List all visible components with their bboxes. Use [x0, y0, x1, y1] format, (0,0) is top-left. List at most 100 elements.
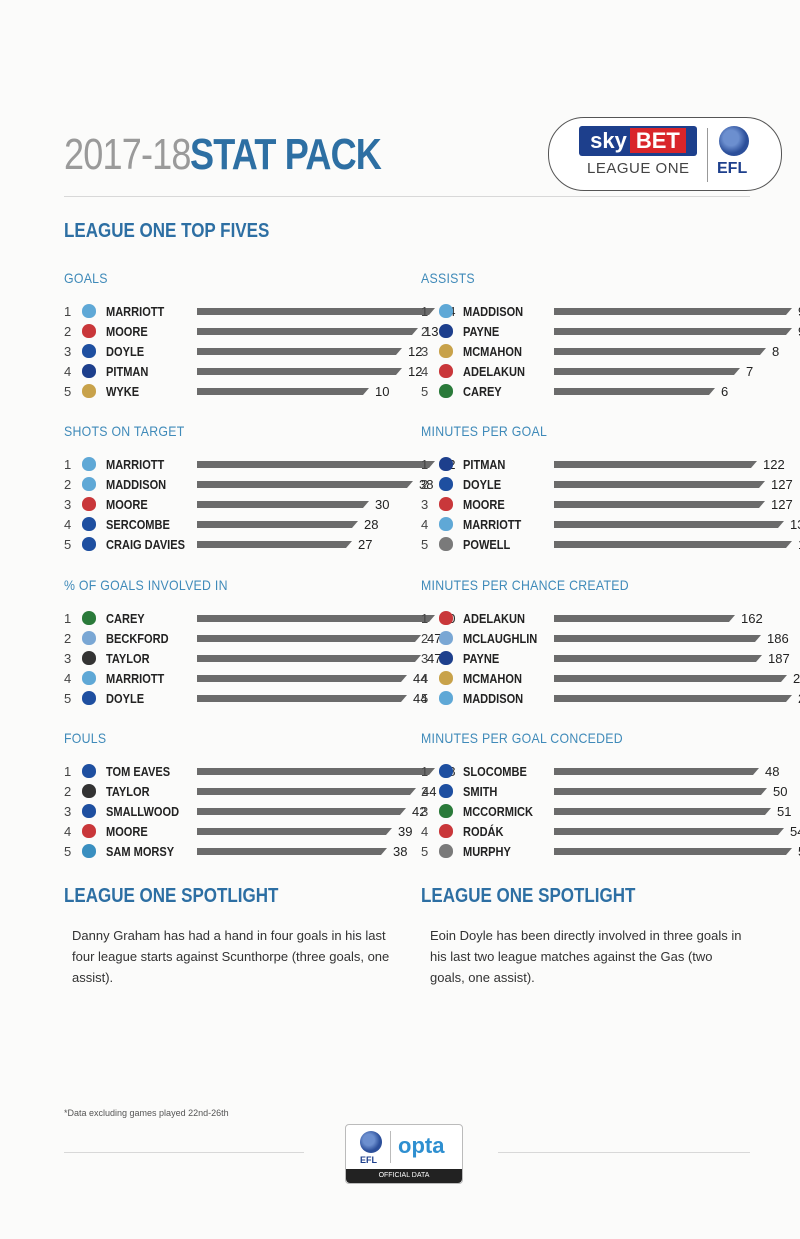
club-crest-icon — [439, 384, 453, 398]
club-crest-icon — [82, 611, 96, 625]
stat-bar — [197, 788, 416, 795]
player-name: MOORE — [106, 324, 148, 339]
stat-bar — [554, 541, 792, 548]
stat-bar — [554, 481, 765, 488]
rank-number: 1 — [64, 304, 72, 319]
rank-number: 4 — [421, 517, 429, 532]
rank-number: 3 — [64, 344, 72, 359]
league-one-label: LEAGUE ONE — [587, 160, 690, 177]
stat-bar — [197, 368, 402, 375]
stat-bar — [554, 348, 766, 355]
player-name: MARRIOTT — [106, 457, 165, 472]
stat-row: 3 MOORE 30 — [64, 495, 394, 515]
stat-row: 4 MOORE 39 — [64, 822, 412, 842]
stat-bar — [554, 828, 784, 835]
stat-value: 9 — [798, 324, 800, 339]
rank-number: 1 — [421, 611, 429, 626]
stat-row: 3 MCMAHON 8 — [421, 342, 779, 362]
sky-bet-badge: sky BET — [579, 126, 697, 156]
club-crest-icon — [439, 324, 453, 338]
stat-bar — [197, 308, 435, 315]
rank-number: 4 — [421, 824, 429, 839]
stat-value: 13 — [424, 324, 439, 339]
stat-row: 5 CAREY 6 — [421, 382, 751, 402]
title-text: STAT PACK — [189, 130, 382, 179]
header-divider — [64, 196, 750, 197]
title-year: 2017-18 — [64, 130, 191, 179]
player-name: MOORE — [463, 497, 505, 512]
rank-number: 4 — [64, 517, 72, 532]
player-name: MURPHY — [463, 844, 511, 859]
stat-bar — [554, 368, 740, 375]
stat-bar — [554, 388, 715, 395]
stat-bar — [554, 788, 767, 795]
stat-row: 2 TAYLOR 44 — [64, 782, 436, 802]
player-name: MCMAHON — [463, 344, 522, 359]
player-name: MCLAUGHLIN — [463, 631, 538, 646]
rank-number: 3 — [421, 651, 429, 666]
stat-value: 8 — [772, 344, 780, 359]
stat-row: 3 MCCORMICK 51 — [421, 802, 791, 822]
rank-number: 5 — [421, 844, 429, 859]
stat-row: 1 ADELAKUN 162 — [421, 609, 763, 629]
stat-row: 5 CRAIG DAVIES 27 — [64, 535, 394, 555]
rank-number: 5 — [64, 384, 72, 399]
rank-number: 5 — [64, 691, 72, 706]
stat-row: 3 SMALLWOOD 42 — [64, 802, 426, 822]
stat-value: 50 — [773, 784, 788, 799]
stat-bar — [197, 655, 421, 662]
player-name: BECKFORD — [106, 631, 169, 646]
rank-number: 5 — [64, 844, 72, 859]
stat-row: 5 MURPHY 56 — [421, 842, 800, 862]
club-crest-icon — [82, 671, 96, 685]
stat-bar — [554, 615, 735, 622]
stat-row: 4 RODÁK 54 — [421, 822, 800, 842]
club-crest-icon — [439, 344, 453, 358]
stat-bar — [197, 501, 369, 508]
stat-row: 3 DOYLE 12 — [64, 342, 422, 362]
stat-row: 4 MARRIOTT 44 — [64, 669, 427, 689]
club-crest-icon — [439, 477, 453, 491]
player-name: TAYLOR — [106, 784, 150, 799]
efl-opta-logo: EFL opta OFFICIAL DATA — [345, 1124, 463, 1184]
stat-value: 162 — [741, 611, 763, 626]
player-name: MADDISON — [106, 477, 167, 492]
club-crest-icon — [439, 804, 453, 818]
footer-rule-left — [64, 1152, 304, 1153]
player-name: DOYLE — [106, 344, 145, 359]
stat-value: 144 — [798, 537, 800, 552]
stat-value: 47 — [427, 631, 442, 646]
club-crest-icon — [439, 631, 453, 645]
player-name: SERCOMBE — [106, 517, 170, 532]
stat-value: 39 — [398, 824, 413, 839]
stat-bar — [554, 308, 792, 315]
rank-number: 3 — [421, 804, 429, 819]
club-crest-icon — [439, 457, 453, 471]
rank-number: 3 — [64, 804, 72, 819]
player-name: POWELL — [463, 537, 511, 552]
player-name: DOYLE — [463, 477, 502, 492]
rank-number: 2 — [421, 324, 429, 339]
club-crest-icon — [82, 824, 96, 838]
club-crest-icon — [82, 497, 96, 511]
stat-value: 122 — [763, 457, 785, 472]
player-name: SMALLWOOD — [106, 804, 180, 819]
stat-row: 1 MADDISON 9 — [421, 302, 800, 322]
club-crest-icon — [82, 304, 96, 318]
rank-number: 3 — [64, 497, 72, 512]
page-title: 2017-18 STAT PACK — [64, 130, 423, 180]
spotlight-text-right: Eoin Doyle has been directly involved in… — [430, 928, 742, 985]
club-crest-icon — [82, 844, 96, 858]
stat-value: 54 — [790, 824, 800, 839]
rank-number: 5 — [421, 384, 429, 399]
stat-row: 5 MADDISON 215 — [421, 689, 800, 709]
efl-ball-icon — [719, 126, 749, 156]
club-crest-icon — [439, 651, 453, 665]
stat-bar — [554, 521, 784, 528]
club-crest-icon — [439, 764, 453, 778]
stat-bar — [197, 808, 406, 815]
player-name: RODÁK — [463, 824, 504, 839]
stat-value: 187 — [768, 651, 790, 666]
rank-number: 2 — [421, 784, 429, 799]
player-name: SLOCOMBE — [463, 764, 527, 779]
